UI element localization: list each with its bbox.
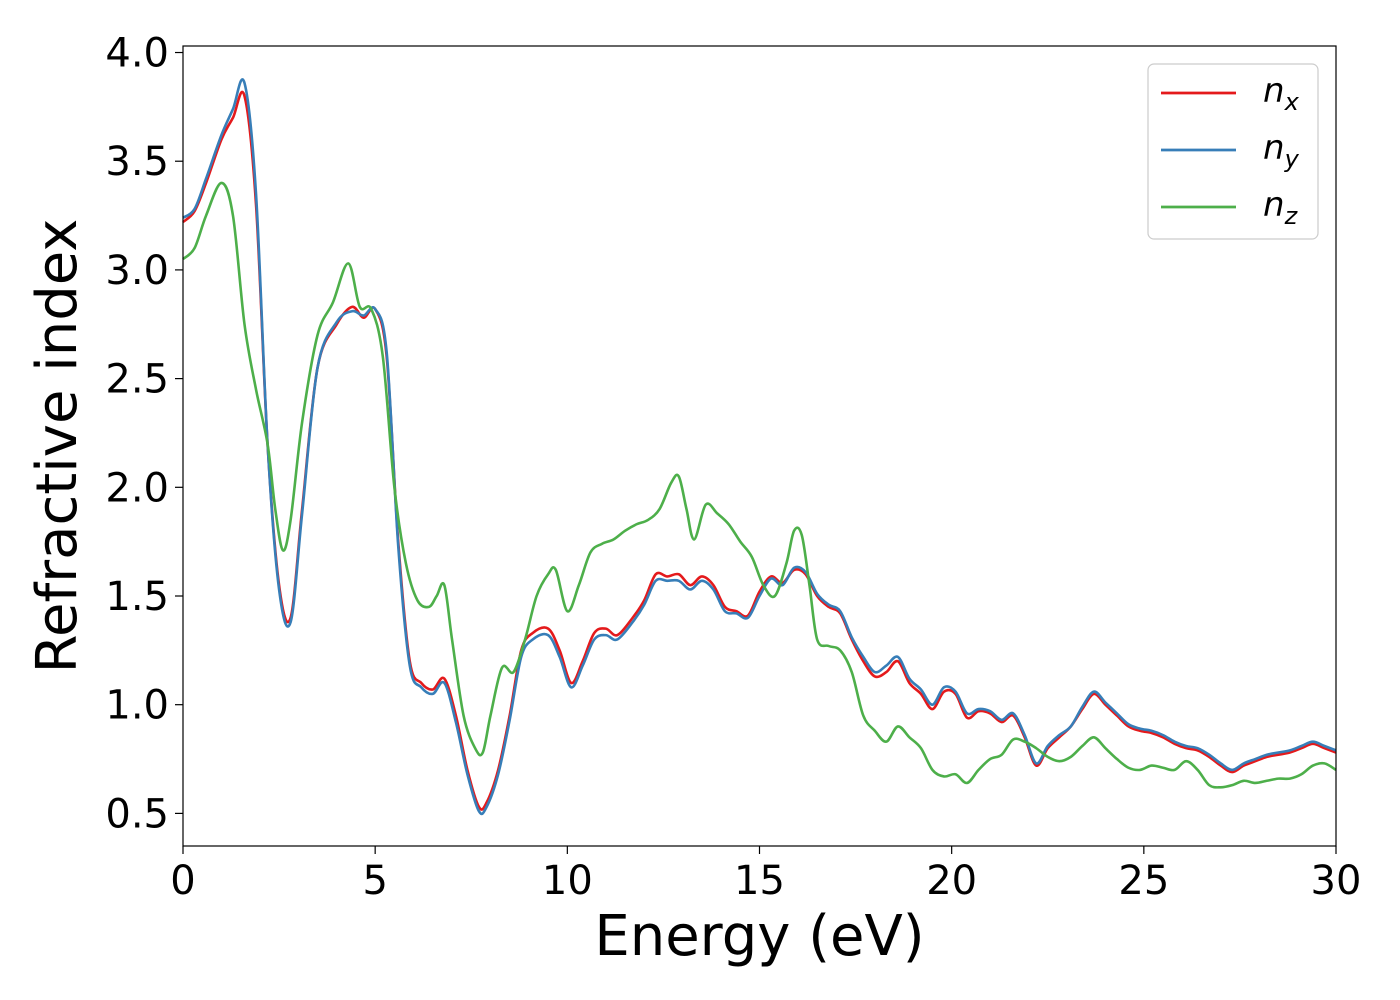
y-tick-label: 1.5 [105, 574, 169, 620]
legend-label-z: nz [1263, 185, 1299, 230]
x-tick-label: 5 [362, 858, 387, 904]
series-layer [182, 78, 1337, 816]
y-tick-label: 2.0 [105, 465, 169, 511]
y-tick-label: 2.5 [105, 357, 169, 403]
y-axis-label: Refractive index [25, 219, 90, 674]
series-line-z [182, 181, 1337, 789]
x-axis-label: Energy (eV) [594, 904, 924, 969]
y-tick-label: 3.0 [105, 248, 169, 294]
y-tick-label: 4.0 [105, 31, 169, 77]
x-tick-label: 15 [734, 858, 785, 904]
y-tick-label: 1.0 [105, 683, 169, 729]
x-tick-label: 25 [1118, 858, 1169, 904]
legend-label-y: ny [1263, 128, 1300, 173]
legend-label-x: nx [1263, 71, 1300, 116]
y-tick-label: 0.5 [105, 791, 169, 837]
x-tick-label: 30 [1311, 858, 1362, 904]
legend: nx ny nz [1147, 63, 1319, 240]
y-axis-ticks: 0.5 1.0 1.5 2.0 2.5 3.0 3.5 4.0 [105, 31, 183, 837]
legend-box [1147, 63, 1319, 240]
x-tick-label: 20 [926, 858, 977, 904]
x-axis-ticks: 0 5 10 15 20 25 30 [170, 846, 1361, 904]
y-tick-label: 3.5 [105, 139, 169, 185]
series-line-y [182, 78, 1337, 816]
x-tick-label: 0 [170, 858, 195, 904]
x-tick-label: 10 [542, 858, 593, 904]
